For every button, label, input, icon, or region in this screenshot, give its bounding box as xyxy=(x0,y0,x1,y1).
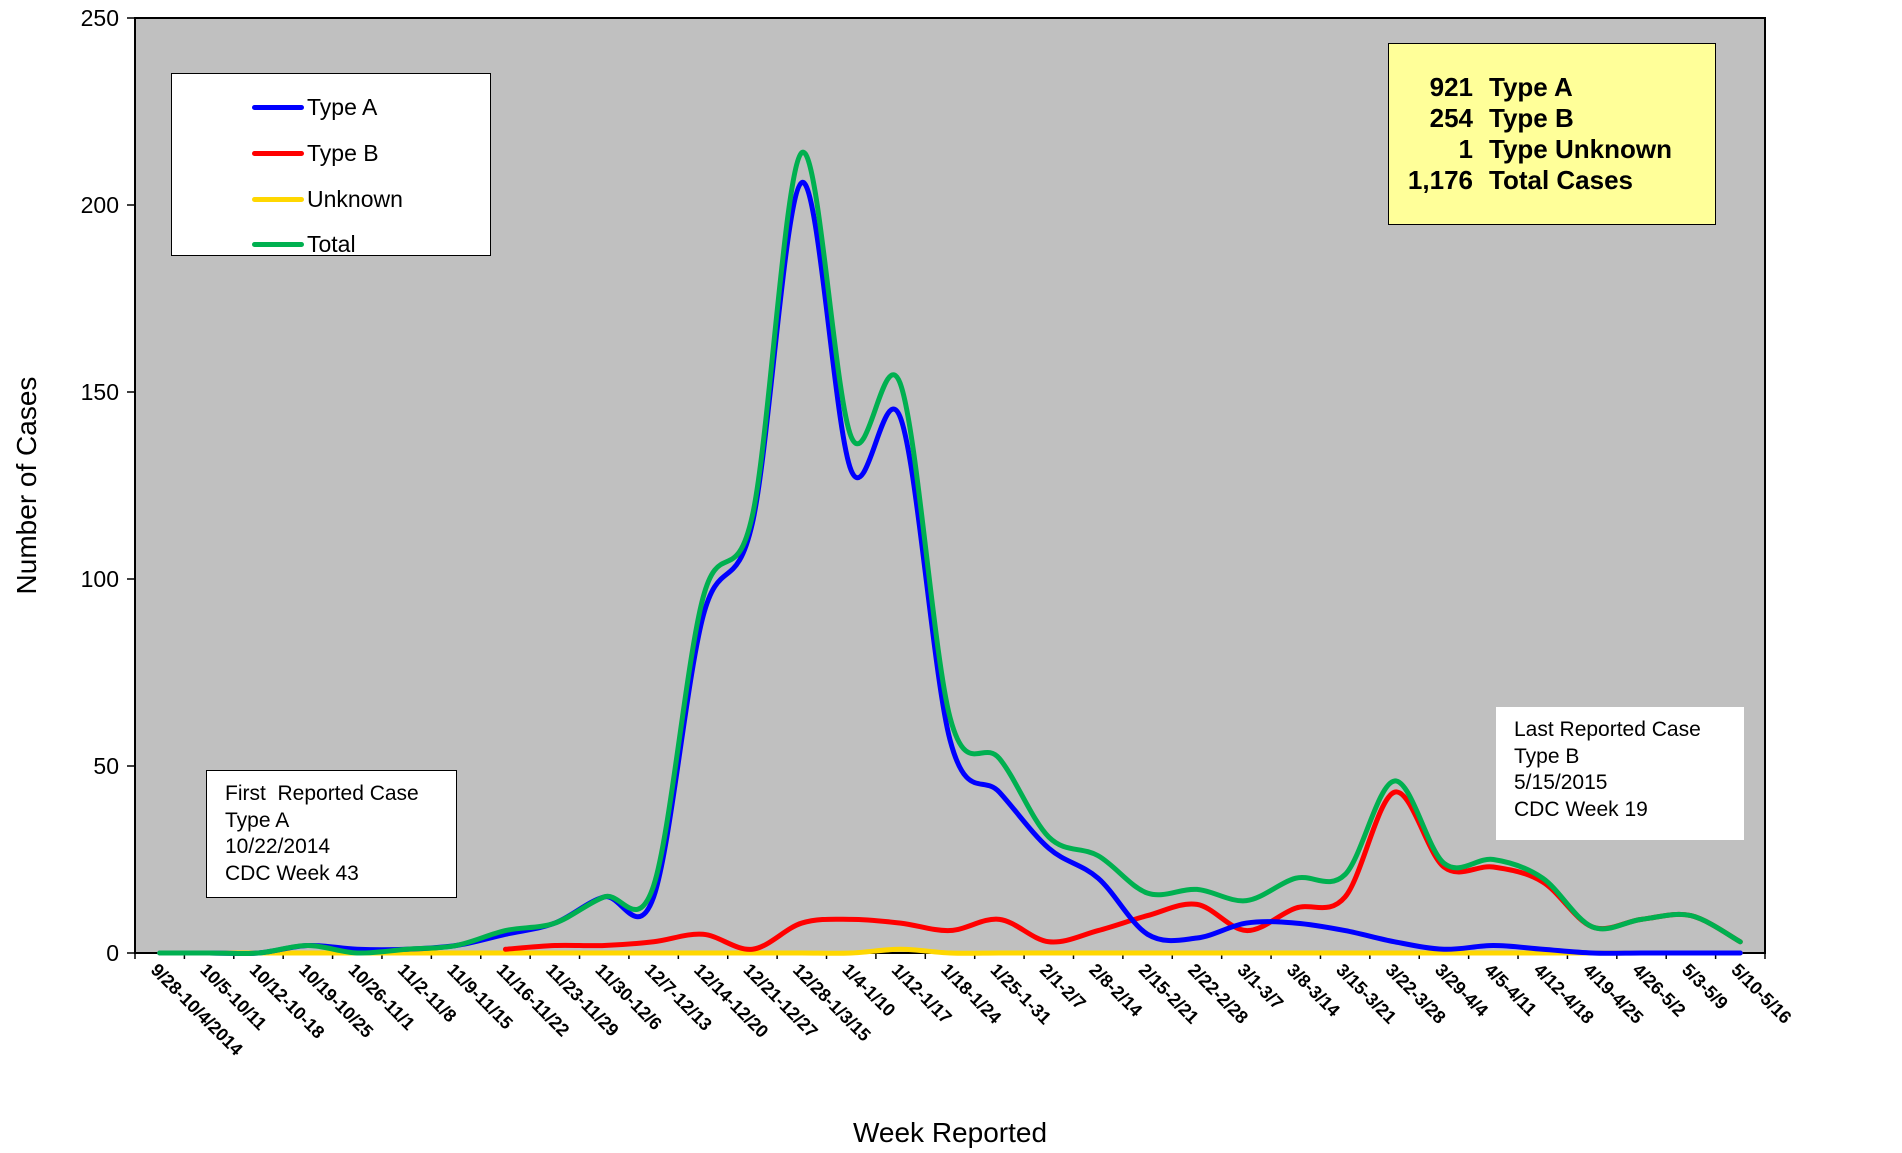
x-tick-label: 5/10-5/16 xyxy=(1727,960,1795,1028)
y-axis: 0 50 100 150 200 250 xyxy=(81,5,135,966)
summary-row-unknown: 1 Type Unknown xyxy=(1389,133,1672,165)
series-line-unknown xyxy=(157,946,1743,956)
legend-label-unknown: Unknown xyxy=(307,185,403,212)
case-summary-box: 921 Type A 254 Type B 1 Type Unknown 1,1… xyxy=(1388,43,1716,225)
summary-count: 1,176 xyxy=(1407,164,1473,195)
x-axis: 9/28-10/4/201410/5-10/1110/12-10-1810/19… xyxy=(134,953,1795,1060)
summary-label: Type Unknown xyxy=(1489,133,1672,164)
series-line-type-b xyxy=(502,789,1743,952)
last-case-note: Last Reported Case Type B 5/15/2015 CDC … xyxy=(1496,707,1744,840)
summary-count: 254 xyxy=(1429,102,1473,133)
last-case-date: 5/15/2015 xyxy=(1514,771,1608,794)
legend-swatch-total xyxy=(252,241,304,247)
legend-item-total: Total xyxy=(252,229,356,259)
summary-label: Type A xyxy=(1489,71,1573,102)
x-tick-label: 2/8-2/14 xyxy=(1085,960,1146,1021)
legend-item-type-a: Type A xyxy=(252,92,377,122)
last-case-week: CDC Week 19 xyxy=(1514,797,1648,821)
first-case-type: Type A xyxy=(225,808,290,832)
y-tick-label: 250 xyxy=(81,5,119,31)
summary-row-total: 1,176 Total Cases xyxy=(1389,164,1633,196)
last-case-type: Type B xyxy=(1514,744,1580,768)
legend-item-type-b: Type B xyxy=(252,138,379,168)
series-lines xyxy=(157,150,1743,957)
x-tick-label: 9/28-10/4/2014 xyxy=(147,960,247,1060)
legend: Type A Type B Unknown Total xyxy=(171,73,491,259)
legend-label-total: Total xyxy=(307,230,356,257)
legend-swatch-type-b xyxy=(252,150,304,156)
first-case-note: First Reported Case Type A 10/22/2014 CD… xyxy=(206,770,457,898)
first-case-title: First Reported Case xyxy=(225,782,419,805)
y-tick-label: 200 xyxy=(81,192,119,218)
legend-item-unknown: Unknown xyxy=(252,184,403,214)
summary-row-type-a: 921 Type A xyxy=(1389,71,1573,103)
summary-count: 1 xyxy=(1458,133,1473,164)
y-tick-label: 100 xyxy=(81,566,119,592)
y-tick-label: 150 xyxy=(81,379,119,405)
summary-row-type-b: 254 Type B xyxy=(1389,102,1574,134)
first-case-date: 10/22/2014 xyxy=(225,835,331,858)
legend-label-type-b: Type B xyxy=(307,139,379,166)
y-tick-label: 0 xyxy=(106,940,119,966)
summary-label: Total Cases xyxy=(1489,164,1634,195)
first-case-week: CDC Week 43 xyxy=(225,861,359,885)
x-axis-title: Week Reported xyxy=(853,1117,1047,1148)
summary-label: Type B xyxy=(1489,102,1574,133)
y-tick-label: 50 xyxy=(93,753,119,779)
x-tick-label: 3/8-3/14 xyxy=(1283,960,1344,1021)
legend-label-type-a: Type A xyxy=(307,93,378,120)
series-line-total xyxy=(157,150,1743,957)
summary-count: 921 xyxy=(1429,71,1473,102)
y-axis-title: Number of Cases xyxy=(11,377,42,595)
legend-swatch-unknown xyxy=(252,196,304,202)
last-case-title: Last Reported Case xyxy=(1514,718,1701,741)
legend-swatch-type-a xyxy=(252,104,304,110)
x-tick-label: 4/5-4/11 xyxy=(1481,960,1541,1020)
